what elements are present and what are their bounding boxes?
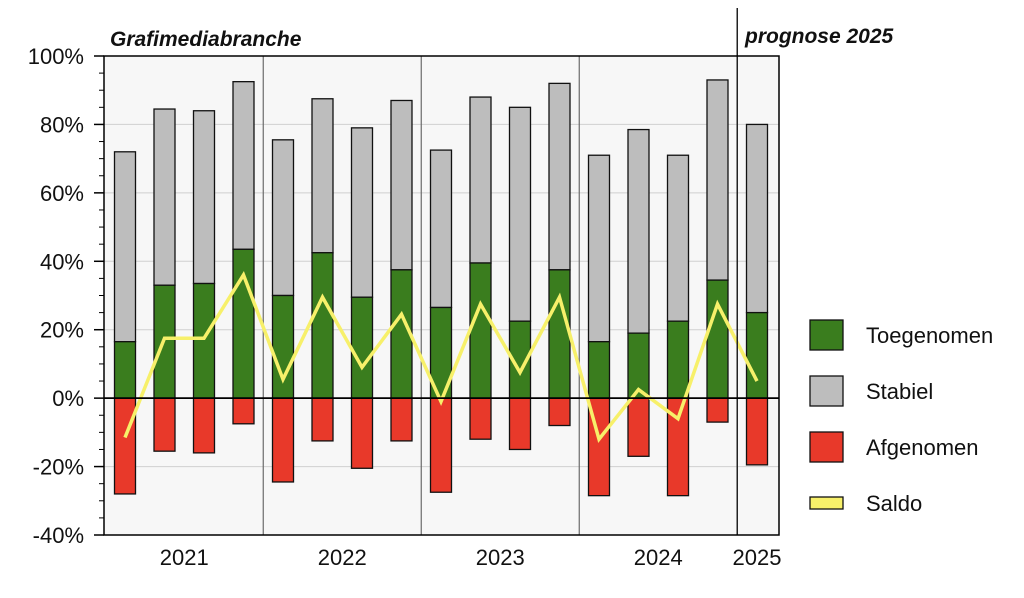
y-tick-label: 0% bbox=[52, 386, 84, 411]
legend-label: Toegenomen bbox=[866, 323, 993, 348]
bar-afgenomen bbox=[429, 397, 453, 493]
bar-afgenomen bbox=[627, 397, 650, 457]
bar-stabiel bbox=[350, 127, 374, 298]
saldo-line bbox=[123, 271, 759, 443]
bar-toegenomen bbox=[469, 262, 492, 399]
bar-stabiel bbox=[627, 128, 650, 334]
legend-swatch-saldo bbox=[809, 496, 844, 510]
bar-toegenomen bbox=[706, 279, 729, 399]
bar-toegenomen bbox=[113, 341, 137, 399]
bar-stabiel bbox=[192, 110, 216, 285]
bar-stabiel bbox=[153, 108, 176, 286]
bar-stabiel bbox=[508, 106, 532, 322]
x-tick-label: 2022 bbox=[318, 545, 367, 570]
bar-stabiel bbox=[271, 139, 295, 297]
bar-stabiel bbox=[666, 154, 690, 322]
y-tick-label: 100% bbox=[28, 44, 84, 69]
bar-stabiel bbox=[232, 81, 255, 250]
bar-afgenomen bbox=[548, 397, 571, 427]
bar-afgenomen bbox=[706, 397, 729, 423]
y-tick-label: -40% bbox=[33, 523, 84, 548]
bar-toegenomen bbox=[350, 296, 374, 399]
legend: Toegenomen Stabiel Afgenomen Saldo bbox=[809, 319, 993, 516]
bar-stabiel bbox=[745, 123, 769, 314]
y-tick-label: 40% bbox=[40, 249, 84, 274]
bar-stabiel bbox=[113, 151, 137, 343]
legend-label: Saldo bbox=[866, 491, 922, 516]
y-tick-label: -20% bbox=[33, 455, 84, 480]
bar-toegenomen bbox=[587, 341, 611, 399]
y-tick-label: 60% bbox=[40, 181, 84, 206]
bar-afgenomen bbox=[745, 397, 769, 466]
axis-labels: -40% -20% 0% 20% 40% 60% 80% 100% 2021 2022 2023 20… bbox=[28, 44, 782, 570]
bars bbox=[113, 79, 769, 497]
x-tick-label: 2024 bbox=[634, 545, 683, 570]
plot-border bbox=[103, 55, 780, 536]
bar-afgenomen bbox=[311, 397, 334, 442]
bar-afgenomen bbox=[232, 397, 255, 425]
bar-stabiel bbox=[548, 82, 571, 271]
bar-toegenomen bbox=[311, 252, 334, 399]
bar-stabiel bbox=[469, 96, 492, 264]
y-tick-label: 80% bbox=[40, 112, 84, 137]
legend-swatch-toegenomen bbox=[809, 319, 844, 351]
legend-swatch-stabiel bbox=[809, 375, 844, 407]
bar-toegenomen bbox=[192, 282, 216, 399]
chart-title: Grafimediabranche bbox=[110, 28, 302, 51]
forecast-label: prognose 2025 bbox=[744, 25, 894, 48]
bar-stabiel bbox=[429, 149, 453, 309]
x-tick-label: 2023 bbox=[476, 545, 525, 570]
legend-label: Stabiel bbox=[866, 379, 933, 404]
x-tick-label: 2021 bbox=[160, 545, 209, 570]
y-tick-label: 20% bbox=[40, 318, 84, 343]
bar-toegenomen bbox=[232, 248, 255, 399]
saldo-line-group bbox=[123, 271, 759, 443]
bar-toegenomen bbox=[745, 311, 769, 399]
bar-afgenomen bbox=[153, 397, 176, 452]
legend-label: Afgenomen bbox=[866, 435, 979, 460]
bar-toegenomen bbox=[666, 320, 690, 399]
axes bbox=[94, 8, 780, 536]
bar-stabiel bbox=[706, 79, 729, 281]
bar-stabiel bbox=[311, 98, 334, 254]
bar-stabiel bbox=[390, 99, 413, 271]
bar-afgenomen bbox=[192, 397, 216, 454]
bar-afgenomen bbox=[508, 397, 532, 451]
x-tick-label: 2025 bbox=[733, 545, 782, 570]
bar-afgenomen bbox=[390, 397, 413, 442]
legend-swatch-afgenomen bbox=[809, 431, 844, 463]
bar-toegenomen bbox=[548, 269, 571, 399]
bar-afgenomen bbox=[469, 397, 492, 440]
bar-stabiel bbox=[587, 154, 611, 343]
bar-afgenomen bbox=[271, 397, 295, 483]
bar-afgenomen bbox=[350, 397, 374, 469]
bar-afgenomen bbox=[113, 397, 137, 495]
